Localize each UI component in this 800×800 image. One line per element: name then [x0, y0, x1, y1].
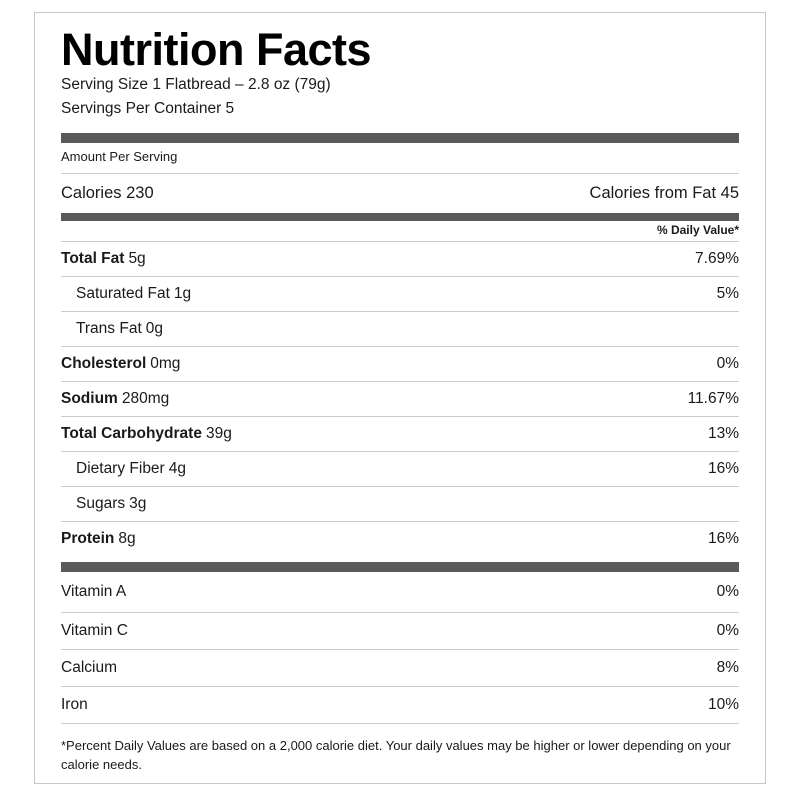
- nutrient-row-total-carbohydrate: Total Carbohydrate 39g 13%: [61, 417, 739, 452]
- nutrient-row-saturated-fat: Saturated Fat 1g 5%: [61, 277, 739, 312]
- nutrient-dv: 0%: [716, 355, 739, 372]
- label-title: Nutrition Facts: [61, 24, 372, 75]
- nutrient-label: Dietary Fiber 4g: [61, 460, 186, 478]
- nutrient-dv: 16%: [707, 530, 739, 547]
- nutrient-amount: 1g: [173, 285, 192, 302]
- vitamin-name: Calcium: [61, 659, 117, 676]
- vitamin-name: Iron: [61, 696, 88, 713]
- calories-value: Calories 230: [61, 184, 154, 202]
- nutrient-dv: 5%: [716, 285, 739, 302]
- vitamin-dv: 0%: [716, 583, 739, 600]
- nutrient-rows: Total Fat 5g 7.69% Saturated Fat 1g 5% Tra…: [61, 242, 739, 556]
- vitamin-name: Vitamin A: [61, 583, 127, 600]
- nutrient-name: Saturated Fat: [76, 285, 170, 302]
- thick-divider-bottom: [61, 562, 739, 572]
- nutrient-dv: 7.69%: [695, 250, 739, 267]
- nutrient-name: Trans Fat: [76, 320, 142, 337]
- nutrient-row-dietary-fiber: Dietary Fiber 4g 16%: [61, 452, 739, 487]
- nutrient-label: Trans Fat 0g: [61, 320, 163, 338]
- vitamin-name: Vitamin C: [61, 622, 128, 639]
- nutrient-label: Total Carbohydrate 39g: [61, 425, 232, 443]
- nutrient-name: Total Fat: [61, 250, 125, 267]
- nutrient-label: Saturated Fat 1g: [61, 285, 191, 303]
- nutrient-amount: 280mg: [121, 390, 170, 407]
- nutrient-dv: 11.67%: [687, 390, 739, 407]
- nutrient-name: Sodium: [61, 390, 118, 407]
- vitamin-rows: Vitamin A 0% Vitamin C 0% Calcium 8% Iro…: [61, 572, 739, 724]
- nutrient-amount: 3g: [129, 495, 147, 512]
- nutrient-label: Sugars 3g: [61, 495, 146, 513]
- daily-values-footnote: *Percent Daily Values are based on a 2,0…: [61, 738, 731, 772]
- nutrient-row-trans-fat: Trans Fat 0g: [61, 312, 739, 347]
- nutrient-name: Dietary Fiber: [76, 460, 165, 477]
- nutrient-name: Total Carbohydrate: [61, 425, 202, 442]
- nutrient-amount: 0g: [145, 320, 163, 337]
- nutrient-amount: 8g: [118, 530, 136, 547]
- nutrient-amount: 0mg: [150, 355, 181, 372]
- vitamin-row-calcium: Calcium 8%: [61, 650, 739, 687]
- nutrient-name: Cholesterol: [61, 355, 147, 372]
- nutrient-label: Protein 8g: [61, 530, 136, 548]
- vitamin-dv: 8%: [716, 659, 739, 676]
- vitamin-dv: 0%: [716, 622, 739, 639]
- nutrient-row-total-fat: Total Fat 5g 7.69%: [61, 242, 739, 277]
- thick-divider-top: [61, 133, 739, 143]
- servings-per-container-line: Servings Per Container 5: [61, 100, 235, 117]
- calories-from-fat-value: Calories from Fat 45: [589, 184, 739, 202]
- vitamin-dv: 10%: [707, 696, 739, 713]
- nutrition-facts-label: Nutrition Facts Serving Size 1 Flatbread…: [34, 12, 766, 784]
- nutrient-name: Protein: [61, 530, 115, 547]
- amount-per-serving-label: Amount Per Serving: [61, 143, 739, 174]
- nutrient-row-sugars: Sugars 3g: [61, 487, 739, 522]
- serving-size-line: Serving Size 1 Flatbread – 2.8 oz (79g): [61, 76, 331, 93]
- thick-divider-calories: [61, 213, 739, 221]
- nutrient-label: Sodium 280mg: [61, 390, 169, 408]
- nutrient-row-sodium: Sodium 280mg 11.67%: [61, 382, 739, 417]
- calories-row: Calories 230 Calories from Fat 45: [61, 174, 739, 213]
- nutrient-label: Cholesterol 0mg: [61, 355, 180, 373]
- vitamin-row-vitamin-c: Vitamin C 0%: [61, 613, 739, 650]
- nutrient-dv: 16%: [707, 460, 739, 477]
- nutrient-amount: 39g: [205, 425, 232, 442]
- nutrient-name: Sugars: [76, 495, 126, 512]
- nutrient-dv: 13%: [707, 425, 739, 442]
- nutrient-label: Total Fat 5g: [61, 250, 146, 268]
- daily-value-header: % Daily Value*: [61, 221, 739, 242]
- vitamin-row-vitamin-a: Vitamin A 0%: [61, 572, 739, 613]
- nutrient-amount: 5g: [128, 250, 146, 267]
- nutrient-row-cholesterol: Cholesterol 0mg 0%: [61, 347, 739, 382]
- nutrient-amount: 4g: [168, 460, 186, 477]
- nutrient-row-protein: Protein 8g 16%: [61, 522, 739, 556]
- vitamin-row-iron: Iron 10%: [61, 687, 739, 724]
